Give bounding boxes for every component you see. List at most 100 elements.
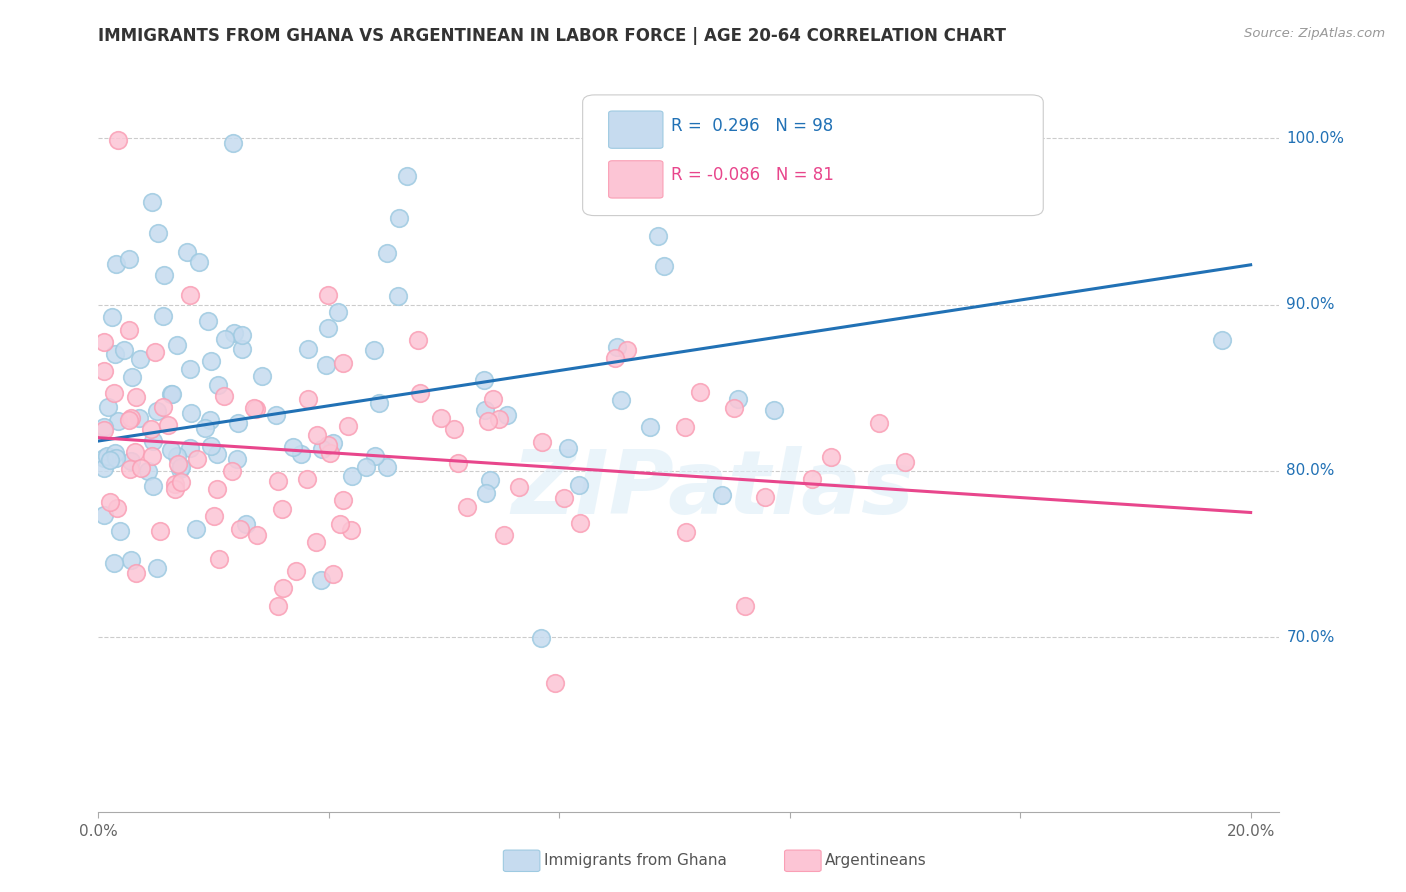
Point xyxy=(477,414,499,428)
Point xyxy=(165,477,187,491)
Point xyxy=(496,408,519,422)
Point xyxy=(474,402,496,417)
Point xyxy=(160,387,183,401)
Point xyxy=(125,566,148,580)
Point xyxy=(689,384,711,399)
Point xyxy=(711,488,734,502)
Point xyxy=(120,454,142,468)
FancyBboxPatch shape xyxy=(609,111,664,148)
Point xyxy=(104,446,127,460)
Point xyxy=(267,474,290,488)
Point xyxy=(801,472,824,486)
Point xyxy=(478,473,501,487)
Point xyxy=(101,310,124,324)
Point xyxy=(337,419,360,434)
Point xyxy=(638,419,661,434)
Point xyxy=(179,288,201,302)
Point xyxy=(125,390,148,404)
Point xyxy=(93,334,115,349)
Point xyxy=(271,581,294,595)
FancyBboxPatch shape xyxy=(609,161,664,198)
Point xyxy=(326,304,349,318)
Point xyxy=(387,289,409,303)
Point xyxy=(318,438,340,452)
Point xyxy=(207,482,229,496)
Point xyxy=(103,556,125,570)
Point xyxy=(267,599,290,613)
Point xyxy=(745,191,768,205)
Point xyxy=(200,353,222,368)
Text: R = -0.086   N = 81: R = -0.086 N = 81 xyxy=(671,167,834,185)
Point xyxy=(170,459,193,474)
Point xyxy=(153,268,176,282)
Point xyxy=(105,451,128,466)
Point xyxy=(142,479,165,493)
Point xyxy=(375,246,398,260)
Point xyxy=(179,441,201,455)
Point xyxy=(186,452,208,467)
Point xyxy=(148,226,170,240)
Point xyxy=(138,464,160,478)
Point xyxy=(647,229,669,244)
Point xyxy=(208,552,231,566)
Point xyxy=(1211,333,1233,347)
Point xyxy=(118,461,141,475)
Text: 90.0%: 90.0% xyxy=(1286,297,1334,312)
Point xyxy=(194,421,217,435)
Point xyxy=(107,133,129,147)
Point xyxy=(202,508,225,523)
Point xyxy=(675,525,697,540)
Point xyxy=(530,631,553,645)
Point xyxy=(129,352,152,367)
Point xyxy=(145,404,167,418)
Point xyxy=(207,378,229,392)
Point xyxy=(128,411,150,425)
Point xyxy=(396,169,419,183)
Point xyxy=(231,342,253,356)
Point xyxy=(117,413,139,427)
Point xyxy=(332,493,354,508)
Point xyxy=(198,413,221,427)
Point xyxy=(264,409,287,423)
Point xyxy=(727,392,749,406)
Point xyxy=(93,508,115,523)
Point xyxy=(246,528,269,542)
Point xyxy=(93,420,115,434)
Text: 80.0%: 80.0% xyxy=(1286,464,1334,478)
Point xyxy=(176,245,198,260)
Point xyxy=(105,500,128,515)
Text: Source: ZipAtlas.com: Source: ZipAtlas.com xyxy=(1244,27,1385,40)
Point xyxy=(231,327,253,342)
Text: ZIPatlas: ZIPatlas xyxy=(510,446,914,533)
Point xyxy=(762,403,785,417)
Point xyxy=(285,564,308,578)
Point xyxy=(96,449,118,463)
Point xyxy=(475,485,498,500)
Point xyxy=(235,517,257,532)
Point xyxy=(221,464,243,478)
Point xyxy=(200,439,222,453)
Point xyxy=(569,516,592,531)
Point xyxy=(723,401,745,415)
Point xyxy=(488,412,510,426)
Point xyxy=(316,288,339,302)
Text: Argentineans: Argentineans xyxy=(825,854,927,868)
Point xyxy=(242,401,264,416)
Point xyxy=(207,447,229,461)
Text: R =  0.296   N = 98: R = 0.296 N = 98 xyxy=(671,117,834,135)
Text: IMMIGRANTS FROM GHANA VS ARGENTINEAN IN LABOR FORCE | AGE 20-64 CORRELATION CHAR: IMMIGRANTS FROM GHANA VS ARGENTINEAN IN … xyxy=(98,27,1007,45)
Point xyxy=(430,410,453,425)
Point xyxy=(166,449,188,463)
Point xyxy=(167,457,190,471)
Point xyxy=(179,362,201,376)
Point xyxy=(271,502,294,516)
Point xyxy=(142,434,165,448)
Point xyxy=(98,453,121,467)
Point xyxy=(118,323,141,337)
Point xyxy=(492,528,515,542)
Point xyxy=(557,442,579,456)
Point xyxy=(364,449,387,463)
Point xyxy=(388,211,411,226)
Point xyxy=(121,370,143,384)
Point xyxy=(311,573,333,587)
